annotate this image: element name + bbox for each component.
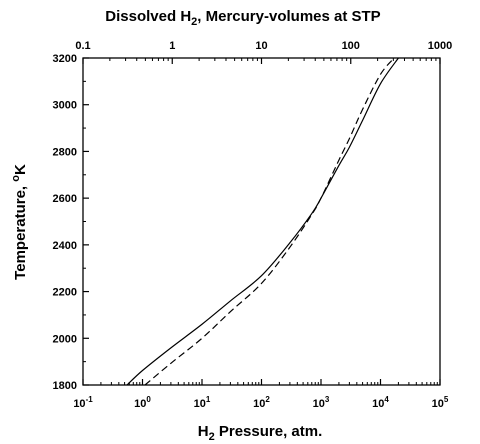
- y-axis-label: Temperature, oK: [10, 164, 29, 280]
- y-tick-label: 2600: [53, 193, 77, 205]
- y-tick-label: 2000: [53, 333, 77, 345]
- bottom-tick-label: 103: [313, 395, 330, 410]
- bottom-tick-label: 101: [194, 395, 211, 410]
- chart-title: Dissolved H2, Mercury-volumes at STP: [105, 8, 380, 28]
- y-tick-label: 2200: [53, 287, 77, 299]
- plot-frame: [82, 57, 441, 386]
- y-tick-label: 3000: [53, 100, 77, 112]
- top-tick-label: 100: [342, 40, 360, 52]
- x-axis-label: H2 Pressure, atm.: [198, 423, 323, 443]
- top-tick-label: 0.1: [75, 40, 90, 52]
- y-tick-label: 2400: [53, 240, 77, 252]
- y-tick-label: 3200: [53, 53, 77, 65]
- bottom-tick-label: 102: [253, 395, 270, 410]
- y-tick-label: 2800: [53, 146, 77, 158]
- solid-series-line: [126, 57, 399, 386]
- top-tick-label: 1: [169, 40, 175, 52]
- bottom-tick-label: 100: [134, 395, 151, 410]
- top-tick-label: 1000: [428, 40, 452, 52]
- top-axis: 0.1 1 10 100 1000: [75, 40, 452, 64]
- bottom-tick-label: 10-1: [73, 395, 93, 410]
- series-group: [126, 57, 399, 386]
- bottom-tick-label: 105: [432, 395, 449, 410]
- dashed-series-line: [144, 57, 395, 386]
- bottom-tick-label: 104: [372, 395, 389, 410]
- top-tick-label: 10: [255, 40, 267, 52]
- y-axis: 1800 2000 2200 2400 2600 2800 3000 3200: [53, 53, 89, 392]
- y-tick-label: 1800: [53, 380, 77, 392]
- bottom-axis: 10-1 100 101 102 103 104 105: [73, 379, 449, 410]
